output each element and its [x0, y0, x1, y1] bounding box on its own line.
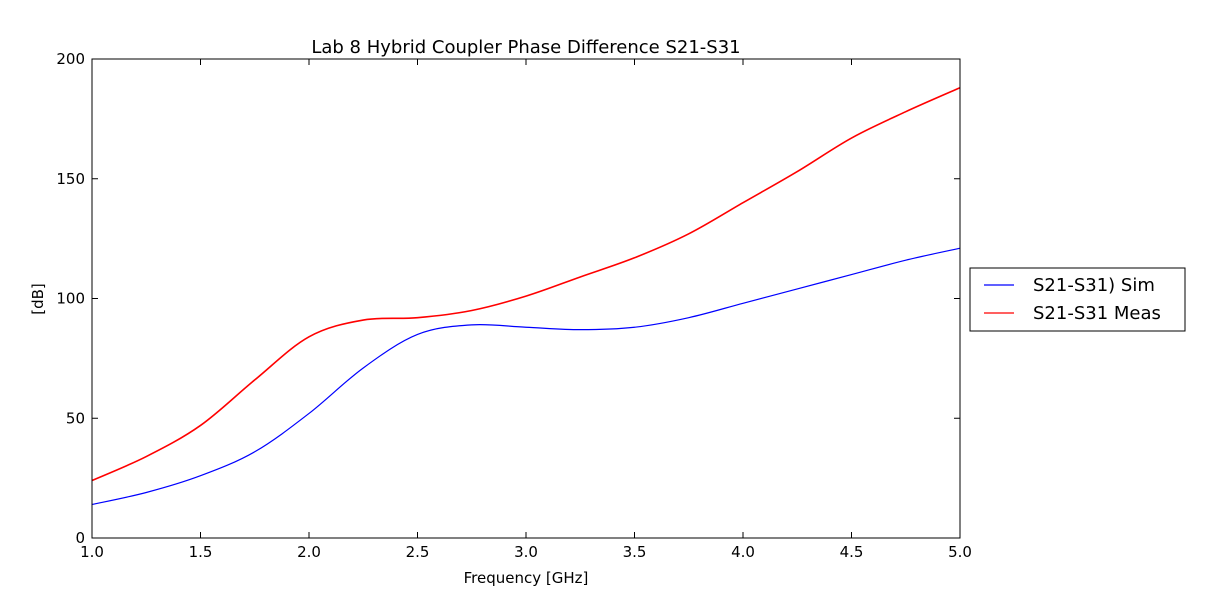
x-tick-label: 3.0 — [514, 543, 538, 561]
x-tick-label: 2.5 — [406, 543, 430, 561]
chart-title: Lab 8 Hybrid Coupler Phase Difference S2… — [311, 37, 740, 58]
y-tick-label: 100 — [56, 290, 85, 308]
x-tick-label: 4.0 — [731, 543, 755, 561]
y-tick-label: 200 — [56, 50, 85, 68]
legend-label-sim: S21-S31) Sim — [1033, 275, 1155, 296]
series-line-sim — [91, 247, 961, 506]
x-tick-label: 2.0 — [297, 543, 321, 561]
legend-box — [969, 267, 1186, 332]
y-tick-label: 150 — [56, 170, 85, 188]
x-tick-label: 4.5 — [840, 543, 864, 561]
y-tick-label: 0 — [75, 529, 85, 547]
ticks-layer: 1.0 1.5 2.0 2.5 3.0 3.5 4.0 4.5 5.0 0 50 100 150 200 — [56, 50, 972, 561]
x-tick-label: 1.5 — [189, 543, 213, 561]
x-tick-label: 3.5 — [623, 543, 647, 561]
plot-frame — [91, 58, 961, 539]
legend-label-meas: S21-S31 Meas — [1033, 303, 1161, 324]
legend: S21-S31) Sim S21-S31 Meas — [969, 267, 1186, 332]
x-tick-label: 1.0 — [80, 543, 104, 561]
x-axis-label: Frequency [GHz] — [464, 569, 589, 587]
x-tick-label: 5.0 — [948, 543, 972, 561]
series-layer — [91, 87, 961, 506]
y-axis-label: [dB] — [29, 283, 47, 315]
y-tick-label: 50 — [66, 409, 85, 427]
series-line-meas — [91, 87, 961, 482]
